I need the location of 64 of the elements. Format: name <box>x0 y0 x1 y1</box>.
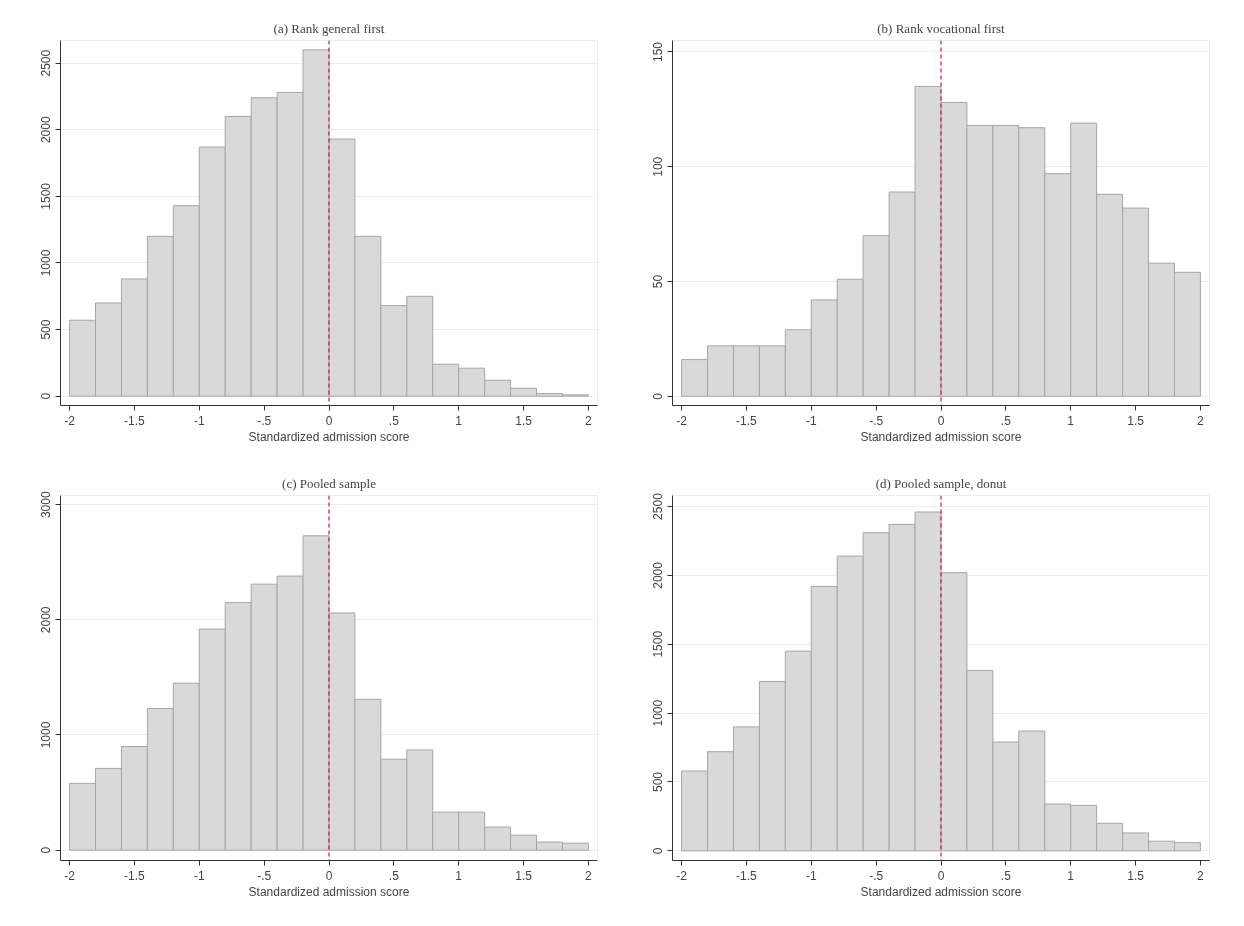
x-tick-label: 0 <box>325 868 333 883</box>
x-tick-label: 0 <box>325 413 333 428</box>
y-tick-label: 0 <box>651 392 666 400</box>
x-tick-label: 2 <box>1197 413 1205 428</box>
y-tick-label: 500 <box>39 319 54 340</box>
x-tick-label: .5 <box>388 413 400 428</box>
x-tick-label: 0 <box>937 413 945 428</box>
x-tick-label: -.5 <box>257 868 272 883</box>
x-tick-label: -1 <box>805 413 817 428</box>
y-tick-label: 100 <box>651 156 666 177</box>
x-tick-label: -1.5 <box>124 413 146 428</box>
x-tick-label: 1.5 <box>1127 868 1145 883</box>
x-tick-label: -1.5 <box>124 868 146 883</box>
x-tick-label: 1.5 <box>515 413 533 428</box>
x-axis-title: Standardized admission score <box>860 429 1022 444</box>
y-tick-label: 1500 <box>651 630 666 658</box>
x-tick-label: -.5 <box>869 868 884 883</box>
x-tick-label: 2 <box>1197 868 1205 883</box>
y-tick-label: 2000 <box>39 116 54 144</box>
x-tick-label: .5 <box>1000 868 1012 883</box>
x-tick-label: -1.5 <box>736 413 758 428</box>
y-tick-label: 50 <box>651 274 666 289</box>
chart-title: (b) Rank vocational first <box>877 20 1006 36</box>
x-tick-label: 1 <box>1067 413 1075 428</box>
chart-title: (a) Rank general first <box>273 20 385 36</box>
x-tick-label: 1 <box>455 868 463 883</box>
x-tick-label: -2 <box>64 413 76 428</box>
x-tick-label: 0 <box>937 868 945 883</box>
x-tick-label: .5 <box>1000 413 1012 428</box>
y-tick-label: 1000 <box>39 249 54 277</box>
y-tick-label: 0 <box>651 847 666 855</box>
y-tick-label: 2000 <box>651 561 666 589</box>
x-tick-label: .5 <box>388 868 400 883</box>
y-tick-label: 500 <box>651 771 666 792</box>
y-tick-label: 3000 <box>39 491 54 519</box>
y-tick-label: 1000 <box>651 699 666 727</box>
x-axis-title: Standardized admission score <box>248 429 410 444</box>
x-tick-label: 2 <box>585 413 593 428</box>
x-tick-label: 1.5 <box>515 868 533 883</box>
x-tick-label: -2 <box>676 868 688 883</box>
y-tick-label: 1500 <box>39 182 54 210</box>
x-tick-label: -1 <box>193 868 205 883</box>
x-tick-label: 1 <box>1067 868 1075 883</box>
x-tick-label: -2 <box>676 413 688 428</box>
chart-title: (d) Pooled sample, donut <box>875 475 1007 491</box>
y-tick-label: 150 <box>651 41 666 62</box>
y-tick-label: 2500 <box>651 492 666 520</box>
chart-title: (c) Pooled sample <box>282 475 377 491</box>
x-tick-label: 1.5 <box>1127 413 1145 428</box>
x-tick-label: -1 <box>193 413 205 428</box>
y-tick-label: 0 <box>39 846 54 854</box>
x-tick-label: -2 <box>64 868 76 883</box>
x-tick-label: -1.5 <box>736 868 758 883</box>
x-axis-title: Standardized admission score <box>248 884 410 899</box>
y-tick-label: 2500 <box>39 49 54 77</box>
x-tick-label: 1 <box>455 413 463 428</box>
x-tick-label: 2 <box>585 868 593 883</box>
x-axis-title: Standardized admission score <box>860 884 1022 899</box>
y-tick-label: 0 <box>39 392 54 400</box>
y-tick-label: 2000 <box>39 606 54 634</box>
x-tick-label: -.5 <box>869 413 884 428</box>
x-tick-label: -.5 <box>257 413 272 428</box>
y-tick-label: 1000 <box>39 721 54 749</box>
x-tick-label: -1 <box>805 868 817 883</box>
